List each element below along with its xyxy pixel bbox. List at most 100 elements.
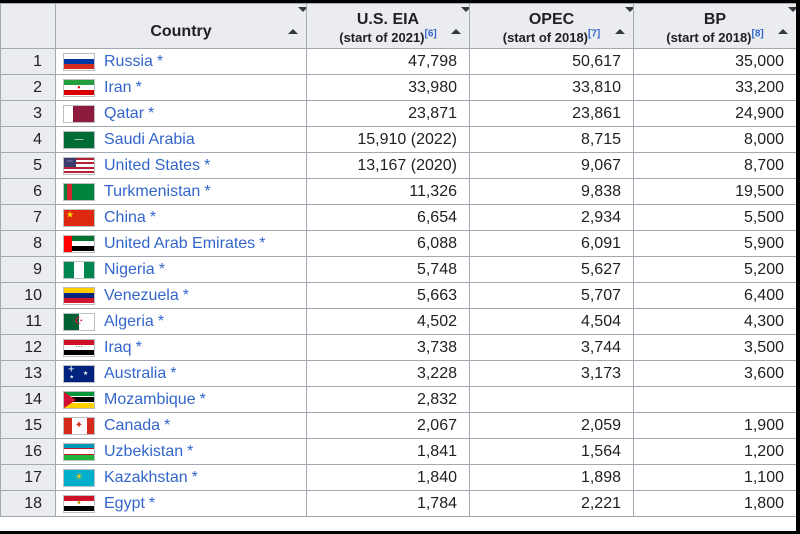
flag-saudi-arabia: — <box>63 130 95 149</box>
flag-mozambique <box>63 390 95 409</box>
country-note-asterisk[interactable]: * <box>157 312 165 330</box>
opec-value-cell <box>469 386 634 413</box>
table-row: 18 ♦ Egypt * 1,784 2,221 1,800 <box>0 490 796 517</box>
country-note-asterisk[interactable]: * <box>135 78 142 96</box>
country-link[interactable]: Kazakhstan <box>104 468 188 486</box>
table-row: 8 United Arab Emirates * 6,088 6,091 5,90… <box>0 230 796 257</box>
country-link[interactable]: Algeria <box>104 312 154 330</box>
country-note-asterisk[interactable]: * <box>135 338 142 356</box>
footnote-ref-8[interactable]: [8] <box>751 28 764 40</box>
flag-algeria: ☪ <box>63 312 95 331</box>
sort-icon[interactable] <box>778 7 796 34</box>
country-note-asterisk[interactable]: * <box>164 416 171 434</box>
bp-value-cell: 5,900 <box>633 230 796 257</box>
country-link[interactable]: United Arab Emirates <box>104 234 256 252</box>
header-row: Country U.S. EIA (start of 2021)[6] OPEC… <box>0 3 796 49</box>
country-header-label: Country <box>150 23 212 40</box>
bp-header-label: BP <box>703 10 727 28</box>
country-link[interactable]: Russia <box>104 52 153 70</box>
opec-header-label: OPEC <box>528 10 575 28</box>
country-cell: ✦ Canada * <box>55 412 307 439</box>
country-note-asterisk[interactable]: * <box>199 390 206 408</box>
country-note-asterisk[interactable]: * <box>187 442 194 460</box>
country-link[interactable]: Qatar <box>104 104 145 122</box>
opec-header-subtitle: (start of 2018)[7] <box>471 28 633 45</box>
country-link[interactable]: Canada <box>104 416 161 434</box>
country-cell: ⋯ United States * <box>55 152 307 179</box>
country-link[interactable]: Iran <box>104 78 132 96</box>
opec-value-cell: 5,627 <box>469 256 634 283</box>
bp-column-header[interactable]: BP (start of 2018)[8] <box>633 3 796 49</box>
bp-value-cell: 35,000 <box>633 48 796 75</box>
country-cell: ♦ Egypt * <box>55 490 307 517</box>
country-cell: Nigeria * <box>55 256 307 283</box>
country-link[interactable]: Egypt <box>104 494 145 512</box>
country-column-header[interactable]: Country <box>55 3 307 49</box>
bp-value-cell: 1,100 <box>633 464 796 491</box>
opec-column-header[interactable]: OPEC (start of 2018)[7] <box>469 3 634 49</box>
eia-header-period: (start of 2021) <box>339 29 425 45</box>
bp-value-cell: 3,600 <box>633 360 796 387</box>
country-note-asterisk[interactable]: * <box>191 468 198 486</box>
country-link[interactable]: United States <box>104 156 201 174</box>
table-row: 9 Nigeria * 5,748 5,627 5,200 <box>0 256 796 283</box>
rank-cell: 7 <box>0 204 56 231</box>
country-note-asterisk[interactable]: * <box>158 260 165 278</box>
footnote-ref-6[interactable]: [6] <box>424 28 437 40</box>
country-link[interactable]: Uzbekistan <box>104 442 184 460</box>
rank-cell: 17 <box>0 464 56 491</box>
table-row: 13 + ★ ★ Australia * 3,228 3,173 3,600 <box>0 360 796 387</box>
opec-value-cell: 6,091 <box>469 230 634 257</box>
rank-cell: 11 <box>0 308 56 335</box>
table-row: 15 ✦ Canada * 2,067 2,059 1,900 <box>0 412 796 439</box>
table-row: 4 — Saudi Arabia 15,910 (2022) 8,715 8,0… <box>0 126 796 153</box>
opec-value-cell: 3,173 <box>469 360 634 387</box>
flag-egypt: ♦ <box>63 494 95 513</box>
country-note-asterisk[interactable]: * <box>204 182 211 200</box>
country-cell: ★ China * <box>55 204 307 231</box>
flag-china: ★ <box>63 208 95 227</box>
table-row: 3 Qatar * 23,871 23,861 24,900 <box>0 100 796 127</box>
rank-cell: 18 <box>0 490 56 517</box>
country-link[interactable]: Iraq <box>104 338 132 356</box>
opec-value-cell: 9,838 <box>469 178 634 205</box>
sort-icon[interactable] <box>615 7 633 34</box>
flag-uzbekistan <box>63 442 95 461</box>
country-link[interactable]: Mozambique <box>104 390 196 408</box>
country-note-asterisk[interactable]: * <box>156 52 164 70</box>
eia-value-cell: 47,798 <box>306 48 470 75</box>
country-note-asterisk[interactable]: * <box>204 156 211 174</box>
eia-value-cell: 6,088 <box>306 230 470 257</box>
table-row: 6 Turkmenistan * 11,326 9,838 19,500 <box>0 178 796 205</box>
eia-value-cell: 1,784 <box>306 490 470 517</box>
table-row: 14 Mozambique * 2,832 <box>0 386 796 413</box>
country-link[interactable]: Nigeria <box>104 260 155 278</box>
country-note-asterisk[interactable]: * <box>149 208 157 226</box>
country-link[interactable]: Australia <box>104 364 167 382</box>
eia-header-label: U.S. EIA <box>356 10 420 28</box>
opec-value-cell: 4,504 <box>469 308 634 335</box>
country-link[interactable]: Saudi Arabia <box>104 130 195 148</box>
sort-icon[interactable] <box>451 7 469 34</box>
country-note-asterisk[interactable]: * <box>148 104 155 122</box>
country-note-asterisk[interactable]: * <box>170 364 177 382</box>
rank-cell: 5 <box>0 152 56 179</box>
country-note-asterisk[interactable]: * <box>259 234 266 252</box>
country-link[interactable]: China <box>104 208 146 226</box>
sort-icon[interactable] <box>288 7 306 34</box>
rank-column-header <box>0 3 56 49</box>
country-cell: Mozambique * <box>55 386 307 413</box>
bp-header-subtitle: (start of 2018)[8] <box>635 28 796 45</box>
opec-value-cell: 3,744 <box>469 334 634 361</box>
table-row: 5 ⋯ United States * 13,167 (2020) 9,067 8… <box>0 152 796 179</box>
country-note-asterisk[interactable]: * <box>148 494 156 512</box>
country-link[interactable]: Venezuela <box>104 286 179 304</box>
footnote-ref-7[interactable]: [7] <box>588 28 601 40</box>
bp-header-period: (start of 2018) <box>666 29 752 45</box>
eia-column-header[interactable]: U.S. EIA (start of 2021)[6] <box>306 3 470 49</box>
eia-value-cell: 13,167 (2020) <box>306 152 470 179</box>
country-link[interactable]: Turkmenistan <box>104 182 201 200</box>
bp-value-cell: 1,200 <box>633 438 796 465</box>
rank-cell: 16 <box>0 438 56 465</box>
country-note-asterisk[interactable]: * <box>182 286 189 304</box>
